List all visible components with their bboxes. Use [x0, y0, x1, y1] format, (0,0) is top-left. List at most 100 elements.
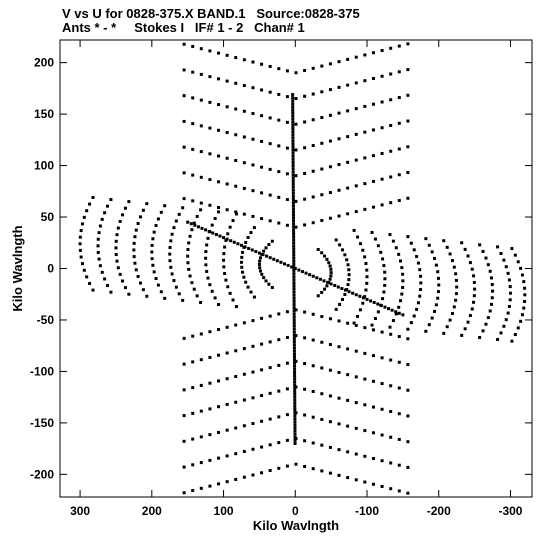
uv-point: [156, 283, 160, 287]
uv-point: [346, 476, 350, 480]
uv-point: [303, 413, 307, 417]
uv-point: [371, 354, 375, 358]
uv-point: [293, 367, 297, 371]
uv-point: [354, 426, 358, 430]
uv-point: [285, 464, 289, 468]
uv-point: [434, 303, 438, 307]
uv-point: [401, 285, 405, 289]
uv-point: [247, 246, 251, 250]
uv-point: [234, 477, 238, 481]
uv-point: [239, 260, 243, 264]
uv-point: [121, 279, 125, 283]
uv-point: [363, 104, 367, 108]
uv-point: [363, 156, 367, 160]
uv-point: [174, 285, 178, 289]
uv-point: [389, 72, 393, 76]
uv-point: [182, 145, 186, 149]
uv-point: [268, 90, 272, 94]
uv-point: [199, 208, 203, 212]
uv-point: [338, 243, 342, 247]
uv-point: [354, 375, 358, 379]
uv-point: [340, 248, 344, 252]
uv-point: [354, 323, 358, 327]
uv-point: [337, 111, 341, 115]
uv-point: [277, 466, 281, 470]
uv-point: [267, 243, 271, 247]
uv-point: [496, 338, 500, 342]
uv-point: [361, 296, 365, 300]
uv-point: [419, 274, 423, 278]
uv-point: [217, 482, 221, 486]
uv-point: [224, 278, 228, 282]
uv-point: [371, 128, 375, 132]
uv-point: [328, 394, 332, 398]
uv-point: [292, 262, 296, 266]
uv-point: [450, 311, 454, 315]
uv-point: [326, 280, 330, 284]
uv-point: [186, 248, 190, 252]
uv-point: [454, 292, 458, 296]
uv-point: [394, 310, 398, 314]
uv-point: [242, 372, 246, 376]
uv-point: [389, 332, 393, 336]
uv-point: [199, 383, 203, 387]
uv-point: [210, 289, 214, 293]
uv-point: [389, 487, 393, 491]
uv-point: [376, 310, 380, 314]
uv-point: [208, 433, 212, 437]
uv-point: [133, 261, 137, 265]
uv-point: [380, 407, 384, 411]
uv-point: [363, 454, 367, 458]
uv-point: [195, 294, 199, 298]
uv-point: [334, 307, 338, 311]
uv-point: [320, 392, 324, 396]
uv-point: [257, 262, 261, 266]
uv-point: [380, 177, 384, 181]
uv-point: [251, 344, 255, 348]
uv-point: [291, 185, 295, 189]
uv-point: [294, 148, 298, 152]
uv-point: [292, 318, 296, 322]
uv-point: [277, 67, 281, 71]
uv-point: [277, 195, 281, 199]
uv-point: [168, 252, 172, 256]
uv-point: [460, 333, 464, 337]
uv-point: [159, 290, 163, 294]
uv-point: [490, 296, 494, 300]
uv-point: [328, 445, 332, 449]
uv-point: [291, 136, 295, 140]
uv-point: [118, 219, 122, 223]
uv-point: [354, 293, 358, 297]
uv-point: [389, 410, 393, 414]
uv-point: [260, 191, 264, 195]
uv-point: [320, 290, 324, 294]
uv-point: [389, 435, 393, 439]
uv-point: [159, 210, 163, 214]
uv-point: [320, 251, 324, 255]
uv-point: [363, 207, 367, 211]
uv-point: [294, 359, 298, 363]
uv-point: [208, 178, 212, 182]
uv-point: [205, 269, 209, 273]
uv-point: [292, 253, 296, 257]
uv-point: [427, 243, 431, 247]
uv-point: [399, 259, 403, 263]
uv-point: [251, 163, 255, 167]
uv-point: [397, 463, 401, 467]
uv-point: [389, 149, 393, 153]
uv-point: [381, 257, 385, 261]
uv-point: [222, 252, 226, 256]
uv-point: [519, 266, 523, 270]
uv-point: [406, 119, 410, 123]
uv-point: [182, 42, 186, 46]
uv-point: [311, 118, 315, 122]
uv-point: [190, 281, 194, 285]
uv-point: [293, 364, 297, 368]
uv-point: [371, 328, 375, 332]
uv-point: [133, 235, 137, 239]
uv-point: [522, 280, 526, 284]
uv-point: [292, 278, 296, 282]
uv-point: [379, 304, 383, 308]
uv-point: [285, 69, 289, 73]
uv-point: [225, 325, 229, 329]
